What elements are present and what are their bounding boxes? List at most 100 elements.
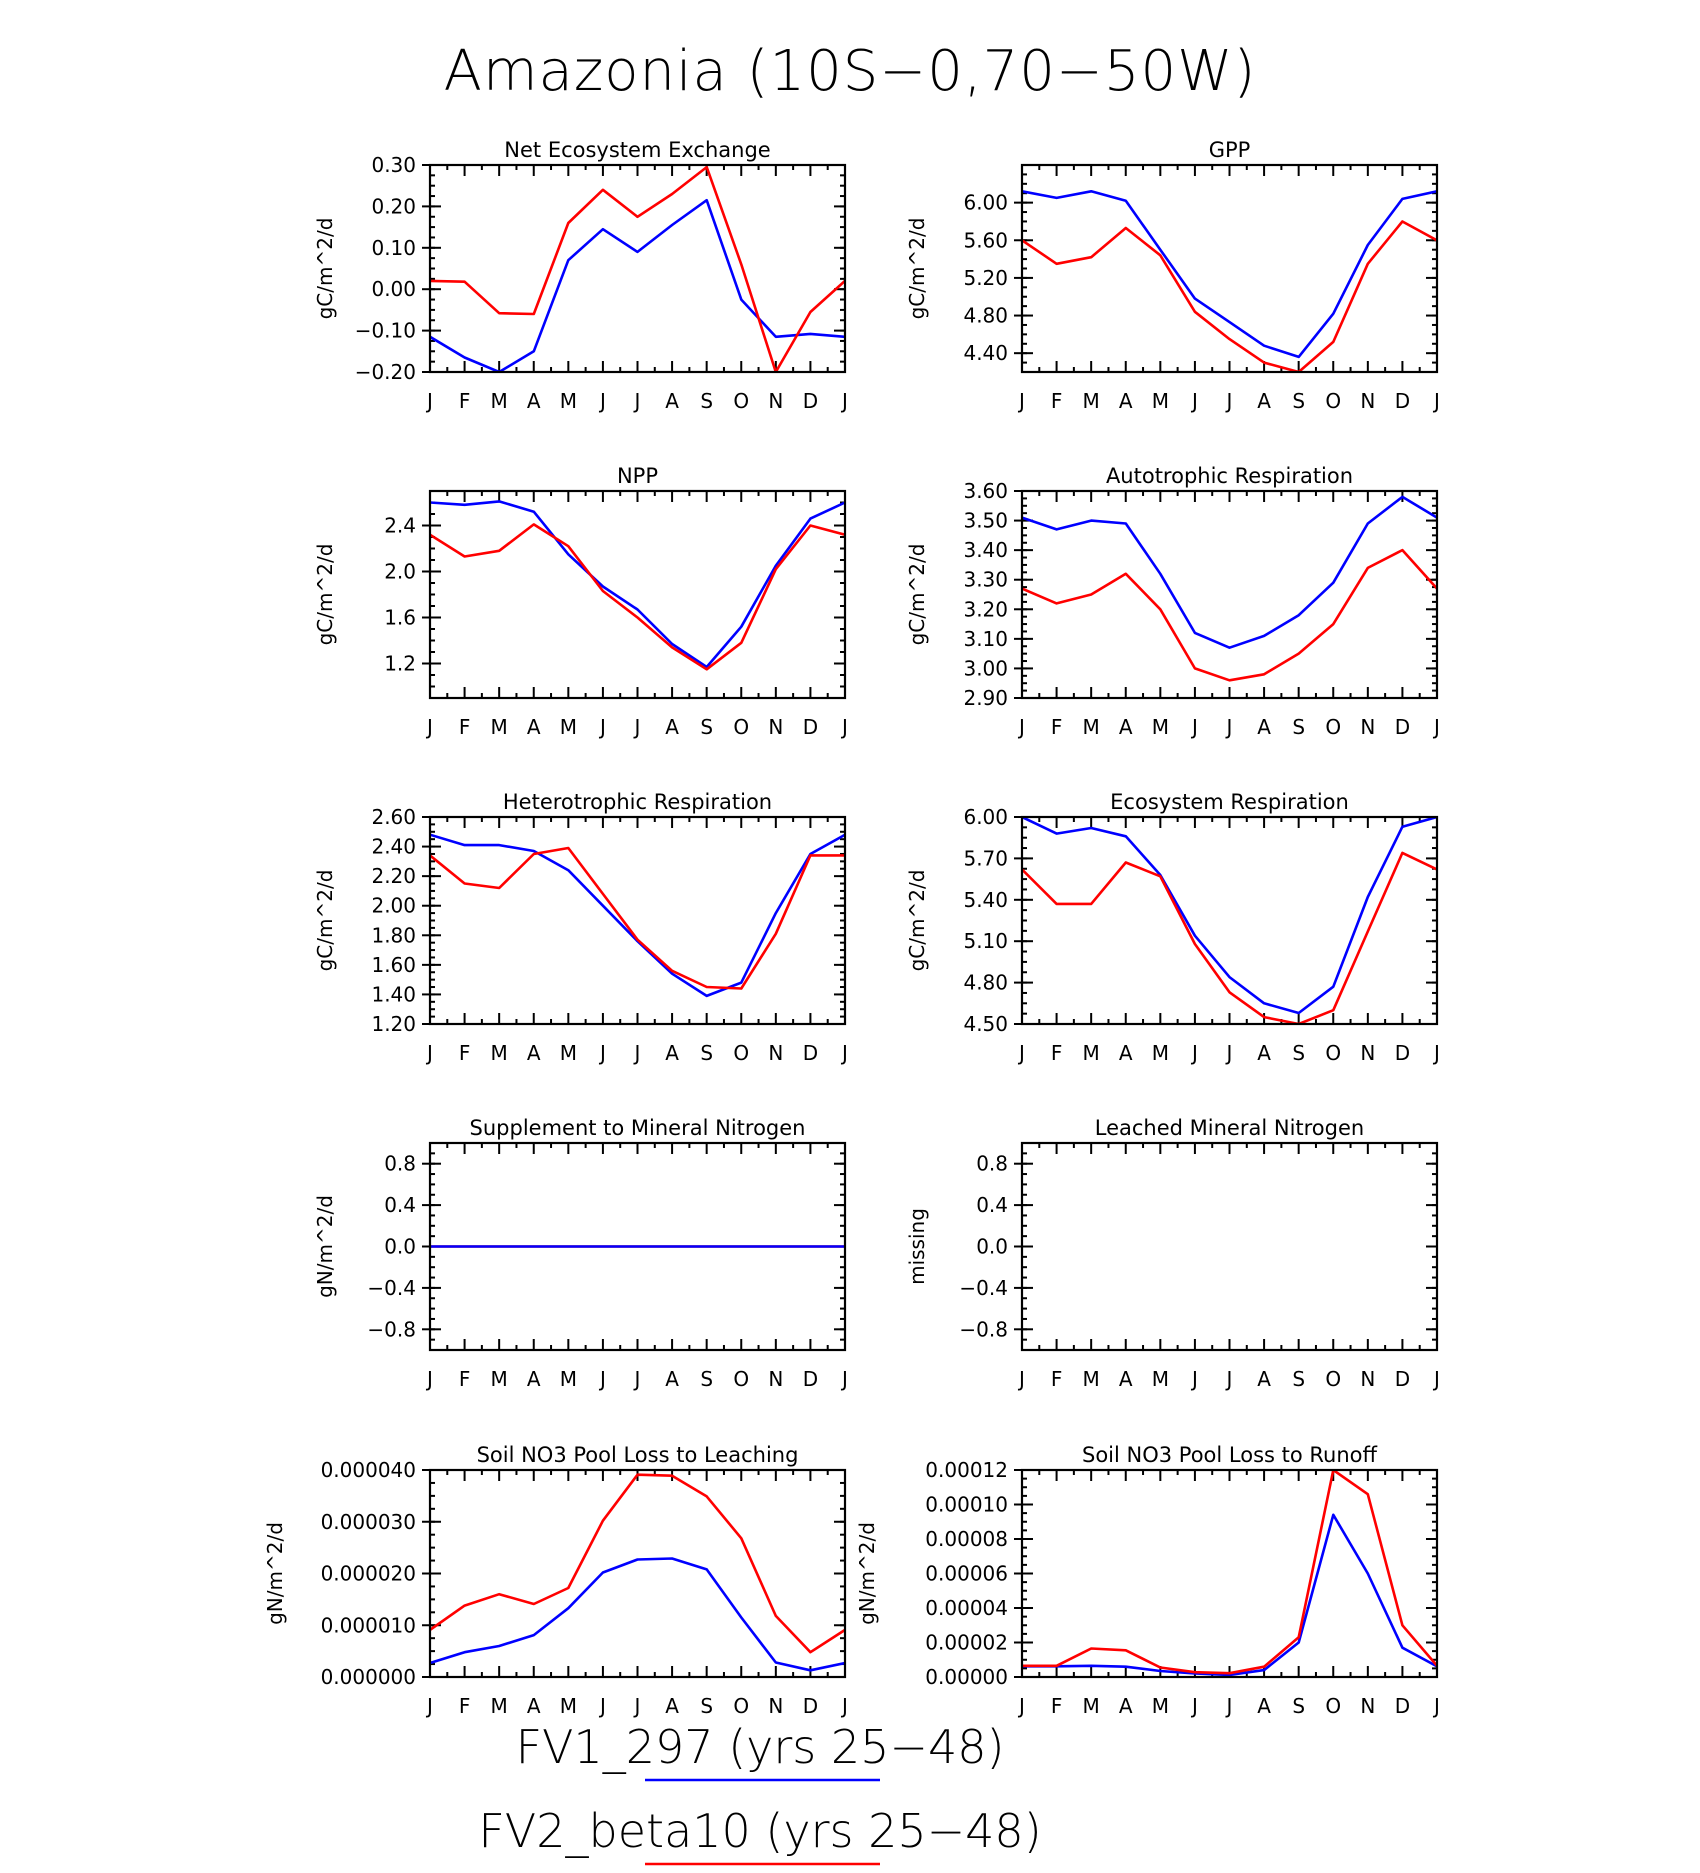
series-line-2 <box>1022 220 1437 373</box>
x-tick-label: O <box>1325 1367 1341 1391</box>
x-tick-label: J <box>598 389 606 413</box>
y-tick-label: 0.10 <box>371 236 416 260</box>
tick-marks <box>422 490 846 699</box>
x-tick-label: D <box>803 1367 818 1391</box>
plot-frame <box>1020 1141 1439 1352</box>
x-tick-label: J <box>1017 1694 1025 1718</box>
x-tick-label: A <box>665 1041 679 1065</box>
x-tick-label: F <box>1051 715 1063 739</box>
y-tick-label: 2.90 <box>963 686 1008 710</box>
y-tick-label: 0.0 <box>976 1235 1008 1259</box>
y-tick-label: −0.20 <box>355 360 416 384</box>
y-axis-label: gC/m^2/d <box>905 544 929 646</box>
y-tick-label: 1.40 <box>371 982 416 1006</box>
y-tick-label: 3.10 <box>963 627 1008 651</box>
series-line-1 <box>430 500 845 669</box>
plot-frame <box>428 1468 847 1679</box>
x-tick-label: J <box>598 1041 606 1065</box>
figure-title: Amazonia (10S−0,70−50W) <box>444 39 1257 104</box>
x-tick-label: S <box>700 389 713 413</box>
x-tick-label: D <box>803 1694 818 1718</box>
x-tick-label: A <box>1257 389 1271 413</box>
x-tick-label: J <box>425 389 433 413</box>
x-tick-label: A <box>1119 1367 1133 1391</box>
x-tick-label: J <box>425 1367 433 1391</box>
panel-title: Heterotrophic Respiration <box>503 790 772 814</box>
x-tick-label: J <box>1432 1041 1440 1065</box>
x-tick-label: O <box>733 1694 749 1718</box>
x-tick-label: A <box>665 715 679 739</box>
y-tick-label: 0.0 <box>384 1235 416 1259</box>
x-tick-label: J <box>840 715 848 739</box>
x-tick-label: M <box>560 389 577 413</box>
plot-frame <box>1020 815 1439 1026</box>
y-tick-label: 5.40 <box>963 888 1008 912</box>
x-tick-label: J <box>1225 715 1233 739</box>
y-tick-label: 2.40 <box>371 835 416 859</box>
plot-frame <box>428 489 847 700</box>
x-tick-label: F <box>1051 1367 1063 1391</box>
x-tick-label: A <box>1257 1041 1271 1065</box>
panel-5: Heterotrophic Respiration gC/m^2/d 1.20 1.4… <box>313 790 848 1065</box>
x-tick-label: J <box>1225 1694 1233 1718</box>
panel-1: Net Ecosystem Exchange gC/m^2/d −0.20 −0.10… <box>313 138 848 413</box>
x-tick-label: A <box>1257 1367 1271 1391</box>
y-tick-label: 3.30 <box>963 568 1008 592</box>
x-tick-label: S <box>700 1694 713 1718</box>
series-group <box>1022 190 1437 373</box>
series-group <box>430 165 845 373</box>
panel-title: Leached Mineral Nitrogen <box>1095 1116 1364 1140</box>
x-tick-label: J <box>840 389 848 413</box>
y-tick-label: 0.8 <box>384 1152 416 1176</box>
plot-frame <box>428 815 847 1026</box>
y-tick-label: −0.4 <box>367 1276 416 1300</box>
y-axis-label: missing <box>905 1208 929 1285</box>
x-tick-label: A <box>665 1694 679 1718</box>
x-tick-label: S <box>1292 715 1305 739</box>
legend: FV1_297 (yrs 25−48) FV2_beta10 (yrs 25−48… <box>478 1720 1042 1866</box>
x-tick-label: F <box>459 1367 471 1391</box>
y-tick-label: 5.70 <box>963 846 1008 870</box>
x-tick-label: N <box>768 1367 783 1391</box>
x-tick-label: O <box>733 1367 749 1391</box>
y-tick-label: 2.60 <box>371 805 416 829</box>
x-tick-label: J <box>633 1041 641 1065</box>
panel-title: Soil NO3 Pool Loss to Runoff <box>1082 1443 1378 1467</box>
x-tick-label: J <box>840 1367 848 1391</box>
x-tick-label: A <box>527 1694 541 1718</box>
panel-9: Soil NO3 Pool Loss to Leaching gN/m^2/d 0.… <box>263 1443 848 1718</box>
x-tick-label: A <box>1257 1694 1271 1718</box>
y-tick-label: 0.000030 <box>321 1510 416 1534</box>
x-tick-label: M <box>1152 1041 1169 1065</box>
y-tick-label: 2.0 <box>384 560 416 584</box>
panel-title: Autotrophic Respiration <box>1106 464 1353 488</box>
y-tick-label: 0.30 <box>371 153 416 177</box>
x-tick-label: M <box>491 1367 508 1391</box>
y-tick-label: 5.10 <box>963 929 1008 953</box>
x-tick-label: J <box>1190 1694 1198 1718</box>
x-tick-label: O <box>1325 389 1341 413</box>
x-tick-label: M <box>1083 1694 1100 1718</box>
x-tick-label: J <box>1432 389 1440 413</box>
tick-marks <box>1014 164 1438 373</box>
panel-7: Supplement to Mineral Nitrogen gN/m^2/d −0… <box>313 1116 848 1391</box>
x-tick-label: J <box>633 389 641 413</box>
x-tick-label: J <box>598 1694 606 1718</box>
y-tick-label: 0.00000 <box>925 1665 1008 1689</box>
x-tick-label: J <box>425 1694 433 1718</box>
x-tick-label: M <box>560 715 577 739</box>
y-tick-label: 4.40 <box>963 341 1008 365</box>
y-axis-label: gN/m^2/d <box>855 1522 879 1625</box>
y-tick-label: 3.40 <box>963 538 1008 562</box>
x-tick-label: A <box>1119 389 1133 413</box>
x-tick-label: J <box>598 1367 606 1391</box>
x-tick-label: J <box>1017 715 1025 739</box>
y-tick-label: 3.60 <box>963 479 1008 503</box>
panel-6: Ecosystem Respiration gC/m^2/d 4.50 4.80 5.1… <box>905 790 1440 1065</box>
y-tick-label: −0.8 <box>959 1317 1008 1341</box>
x-tick-label: A <box>1257 715 1271 739</box>
y-tick-label: 3.20 <box>963 597 1008 621</box>
x-tick-label: J <box>633 1367 641 1391</box>
